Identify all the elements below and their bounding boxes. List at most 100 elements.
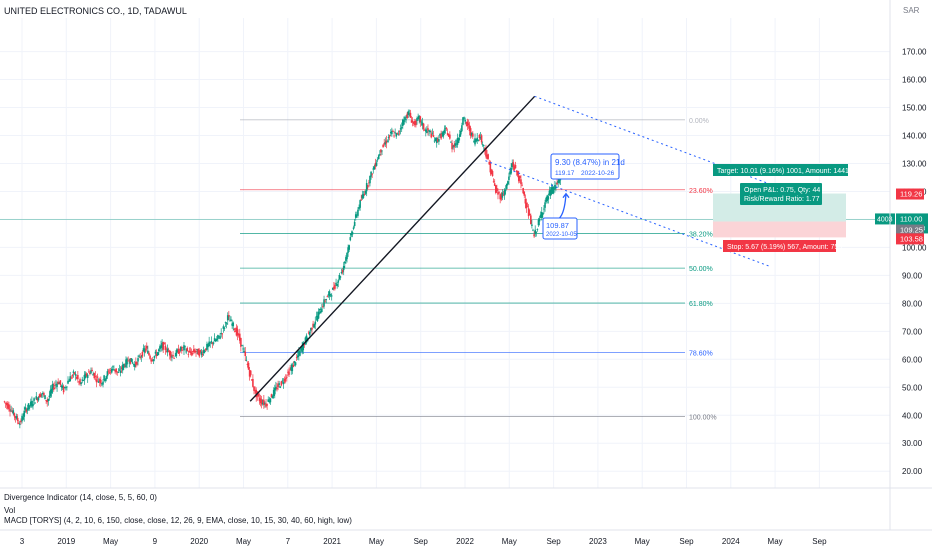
candle-body xyxy=(458,134,461,137)
candle-body xyxy=(351,232,354,235)
candle-body xyxy=(380,149,382,153)
candle-body xyxy=(452,146,454,148)
candle-body xyxy=(125,359,127,368)
candle-body xyxy=(353,221,356,227)
candle-body xyxy=(245,359,248,361)
candle-body xyxy=(197,348,200,355)
candle-body xyxy=(276,387,278,390)
candle-body xyxy=(49,389,52,396)
y-tick-label: 40.00 xyxy=(902,411,923,420)
candle-body xyxy=(349,237,352,241)
risk-reward-label: Risk/Reward Ratio: 1.77 xyxy=(744,196,820,203)
candle-body xyxy=(242,348,244,350)
candle-body xyxy=(114,369,116,372)
candle-body xyxy=(229,320,231,322)
candle-body xyxy=(139,357,142,358)
candle-body xyxy=(338,274,341,280)
candle-body xyxy=(97,381,100,383)
candle-body xyxy=(397,133,400,135)
candle-body xyxy=(364,191,367,194)
candle-body xyxy=(261,403,264,405)
candle-body xyxy=(255,389,257,398)
candle-body xyxy=(195,350,197,353)
candle-body xyxy=(104,379,107,382)
candle-body xyxy=(535,232,538,233)
candle-body xyxy=(461,125,463,131)
candle-body xyxy=(17,422,20,424)
candle-body xyxy=(81,379,84,381)
candle-body xyxy=(418,115,421,120)
candle-body xyxy=(511,163,514,168)
candle-body xyxy=(22,417,24,420)
candle-body xyxy=(218,335,220,337)
candle-body xyxy=(298,350,300,356)
candle-body xyxy=(521,184,523,186)
candle-body xyxy=(531,224,533,226)
price-low-label: 109.87 xyxy=(546,221,569,230)
candle-body xyxy=(209,342,212,344)
candle-body xyxy=(47,399,50,402)
candle-body xyxy=(161,342,163,348)
candle-body xyxy=(490,169,493,175)
candle-body xyxy=(470,132,473,136)
candle-body xyxy=(95,379,98,383)
price-low-box xyxy=(542,217,578,240)
candle-body xyxy=(417,117,419,119)
candle-body xyxy=(77,374,79,380)
x-tick-label: Sep xyxy=(679,537,694,546)
candle-body xyxy=(426,130,428,134)
candle-body xyxy=(120,367,123,369)
x-tick-label: 2020 xyxy=(190,537,208,546)
candle-body xyxy=(147,350,149,354)
macd-indicator-label[interactable]: MACD [TORYS] (4, 2, 10, 6, 150, close, c… xyxy=(4,516,352,525)
candle-body xyxy=(435,138,438,144)
candle-body xyxy=(116,371,119,373)
candle-body xyxy=(190,352,193,355)
candle-body xyxy=(248,369,251,377)
candle-body xyxy=(45,400,47,401)
channel-upper-line xyxy=(534,95,810,200)
candle-body xyxy=(363,193,366,195)
candle-body xyxy=(194,350,196,353)
candle-body xyxy=(26,408,29,411)
candle-body xyxy=(337,280,340,283)
fib-level-label: 38.20% xyxy=(689,231,713,238)
candle-body xyxy=(188,350,191,353)
candle-body xyxy=(324,300,326,302)
candle-body xyxy=(273,387,276,395)
candle-body xyxy=(94,375,97,377)
candle-body xyxy=(291,364,294,372)
candle-body xyxy=(424,129,427,132)
candle-body xyxy=(485,148,487,157)
candle-body xyxy=(267,399,270,402)
candle-body xyxy=(150,359,152,362)
candle-body xyxy=(522,188,524,194)
target-label-box xyxy=(713,164,848,176)
x-tick-label: Sep xyxy=(812,537,827,546)
candle-body xyxy=(530,215,532,225)
candle-body xyxy=(131,362,134,364)
volume-indicator-label[interactable]: Vol xyxy=(4,506,16,515)
candle-body xyxy=(83,374,86,381)
projection-arrowhead xyxy=(562,192,570,199)
candle-body xyxy=(141,351,144,357)
candle-body xyxy=(300,347,302,351)
candle-body xyxy=(254,390,256,392)
candle-body xyxy=(442,132,445,137)
candle-body xyxy=(220,333,222,334)
candle-body xyxy=(546,195,549,202)
candle-body xyxy=(11,410,14,412)
candle-body xyxy=(514,164,517,169)
candle-body xyxy=(498,192,500,194)
candle-body xyxy=(359,200,361,208)
candle-body xyxy=(74,374,77,376)
candle-body xyxy=(345,257,347,261)
candle-body xyxy=(510,167,512,174)
x-tick-label: May xyxy=(369,537,384,546)
candle-body xyxy=(319,311,322,314)
divergence-indicator-label[interactable]: Divergence Indicator (14, close, 5, 5, 6… xyxy=(4,493,157,502)
candle-body xyxy=(447,134,450,137)
candle-body xyxy=(105,376,108,380)
